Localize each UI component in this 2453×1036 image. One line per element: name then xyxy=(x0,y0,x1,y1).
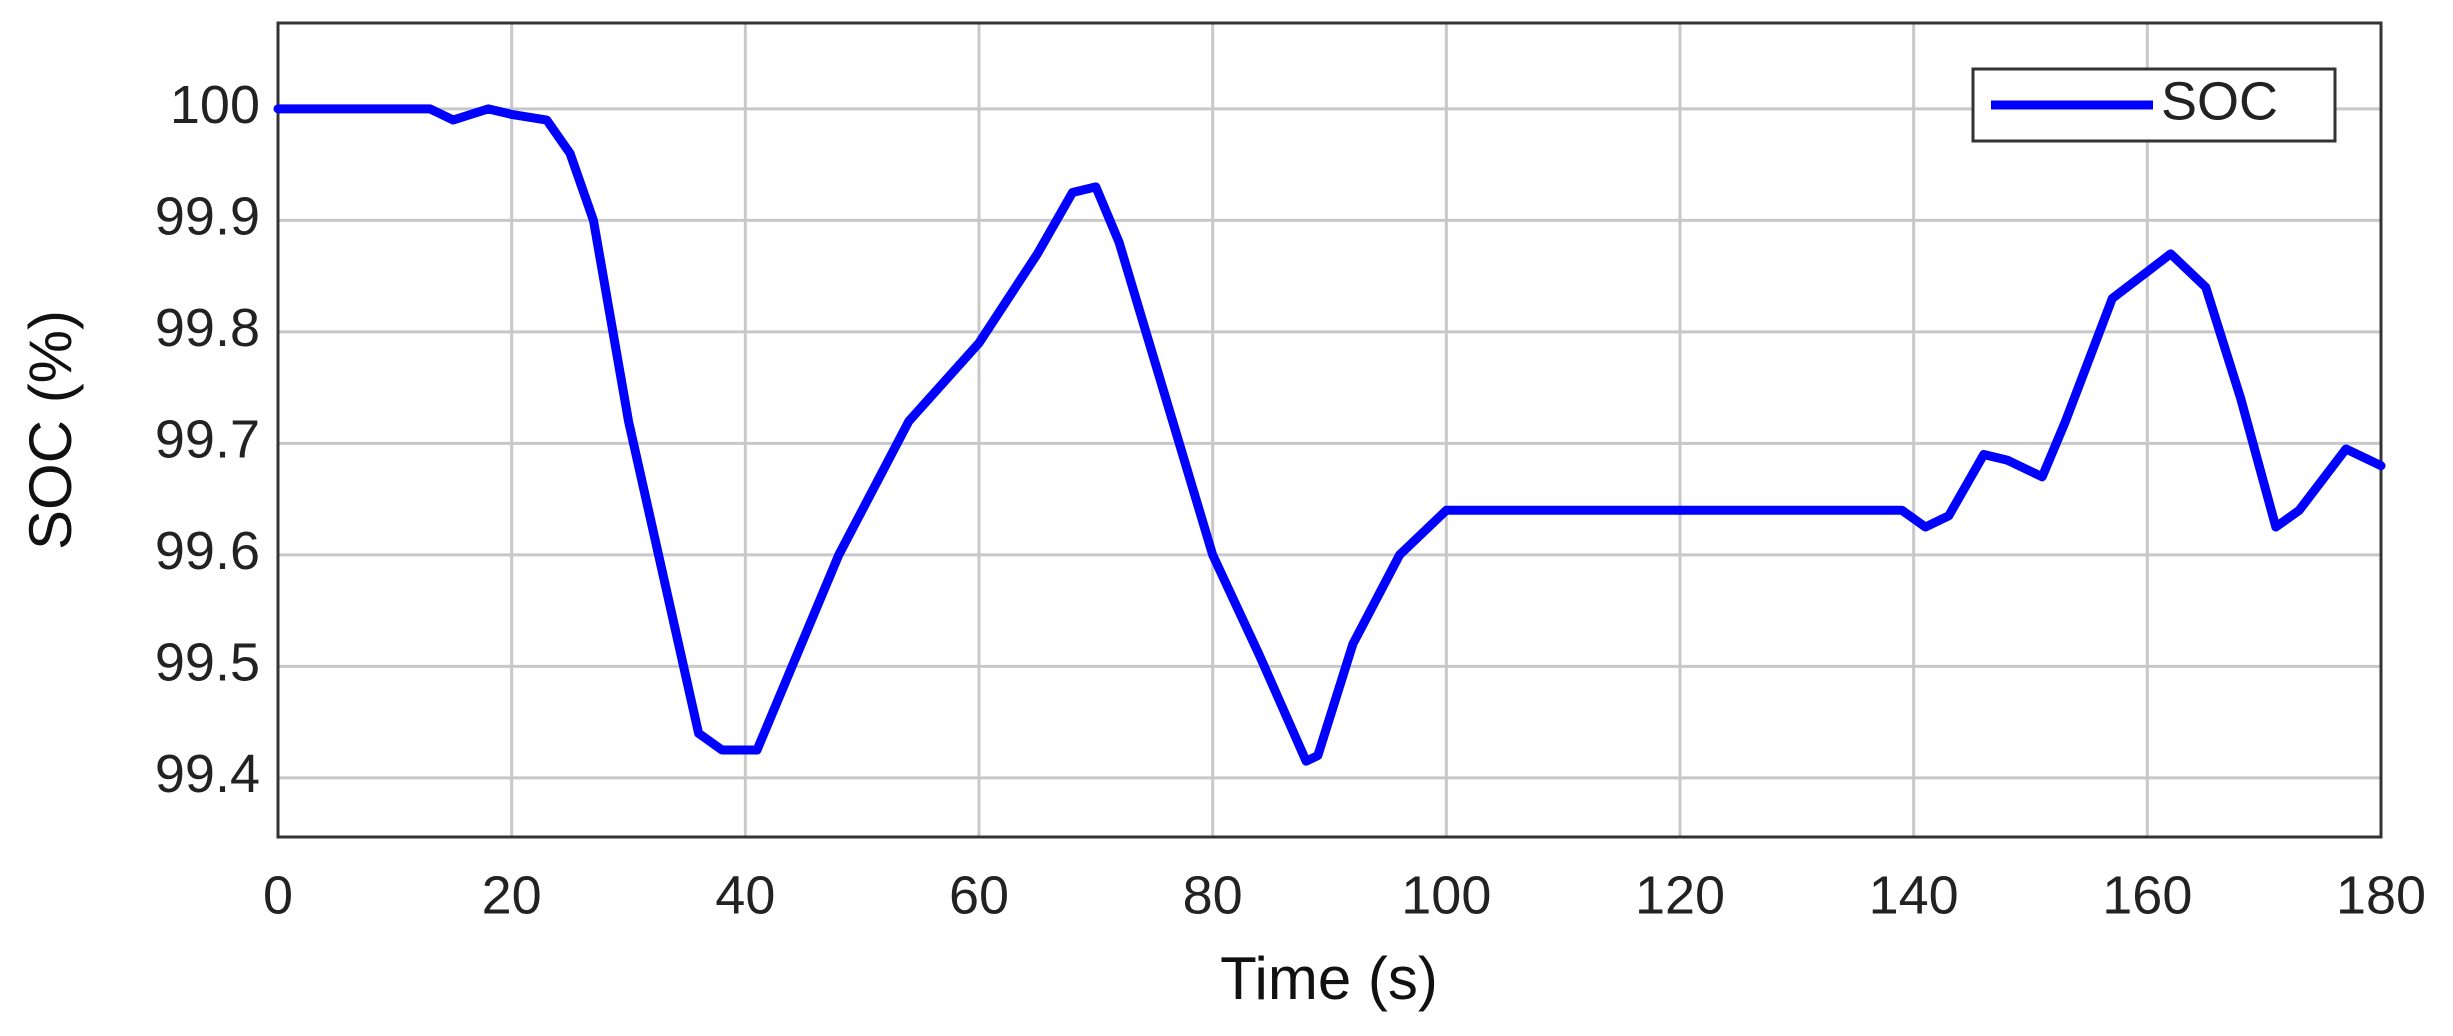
data-line xyxy=(273,104,2386,766)
y-tick-label: 99.5 xyxy=(155,633,260,693)
legend-label: SOC xyxy=(2161,71,2278,131)
y-tick-label: 99.4 xyxy=(155,744,260,804)
x-tick-label: 20 xyxy=(482,865,542,925)
x-tick-label: 160 xyxy=(2102,865,2192,925)
y-tick-label: 99.7 xyxy=(155,410,260,470)
x-tick-label: 0 xyxy=(263,865,293,925)
x-tick-label: 40 xyxy=(715,865,775,925)
x-tick-label: 120 xyxy=(1635,865,1725,925)
x-tick-label: 100 xyxy=(1401,865,1491,925)
x-tick-label: 60 xyxy=(949,865,1009,925)
x-tick-label: 180 xyxy=(2336,865,2426,925)
y-tick-label: 99.6 xyxy=(155,521,260,581)
x-axis-title: Time (s) xyxy=(1220,945,1438,1012)
x-tick-label: 80 xyxy=(1183,865,1243,925)
x-tick-label: 140 xyxy=(1869,865,1959,925)
y-tick-label: 99.8 xyxy=(155,298,260,358)
y-tick-label: 99.9 xyxy=(155,187,260,247)
y-axis-title: SOC (%) xyxy=(17,310,84,550)
y-tick-label: 100 xyxy=(170,75,260,135)
axes-box xyxy=(276,21,2383,839)
